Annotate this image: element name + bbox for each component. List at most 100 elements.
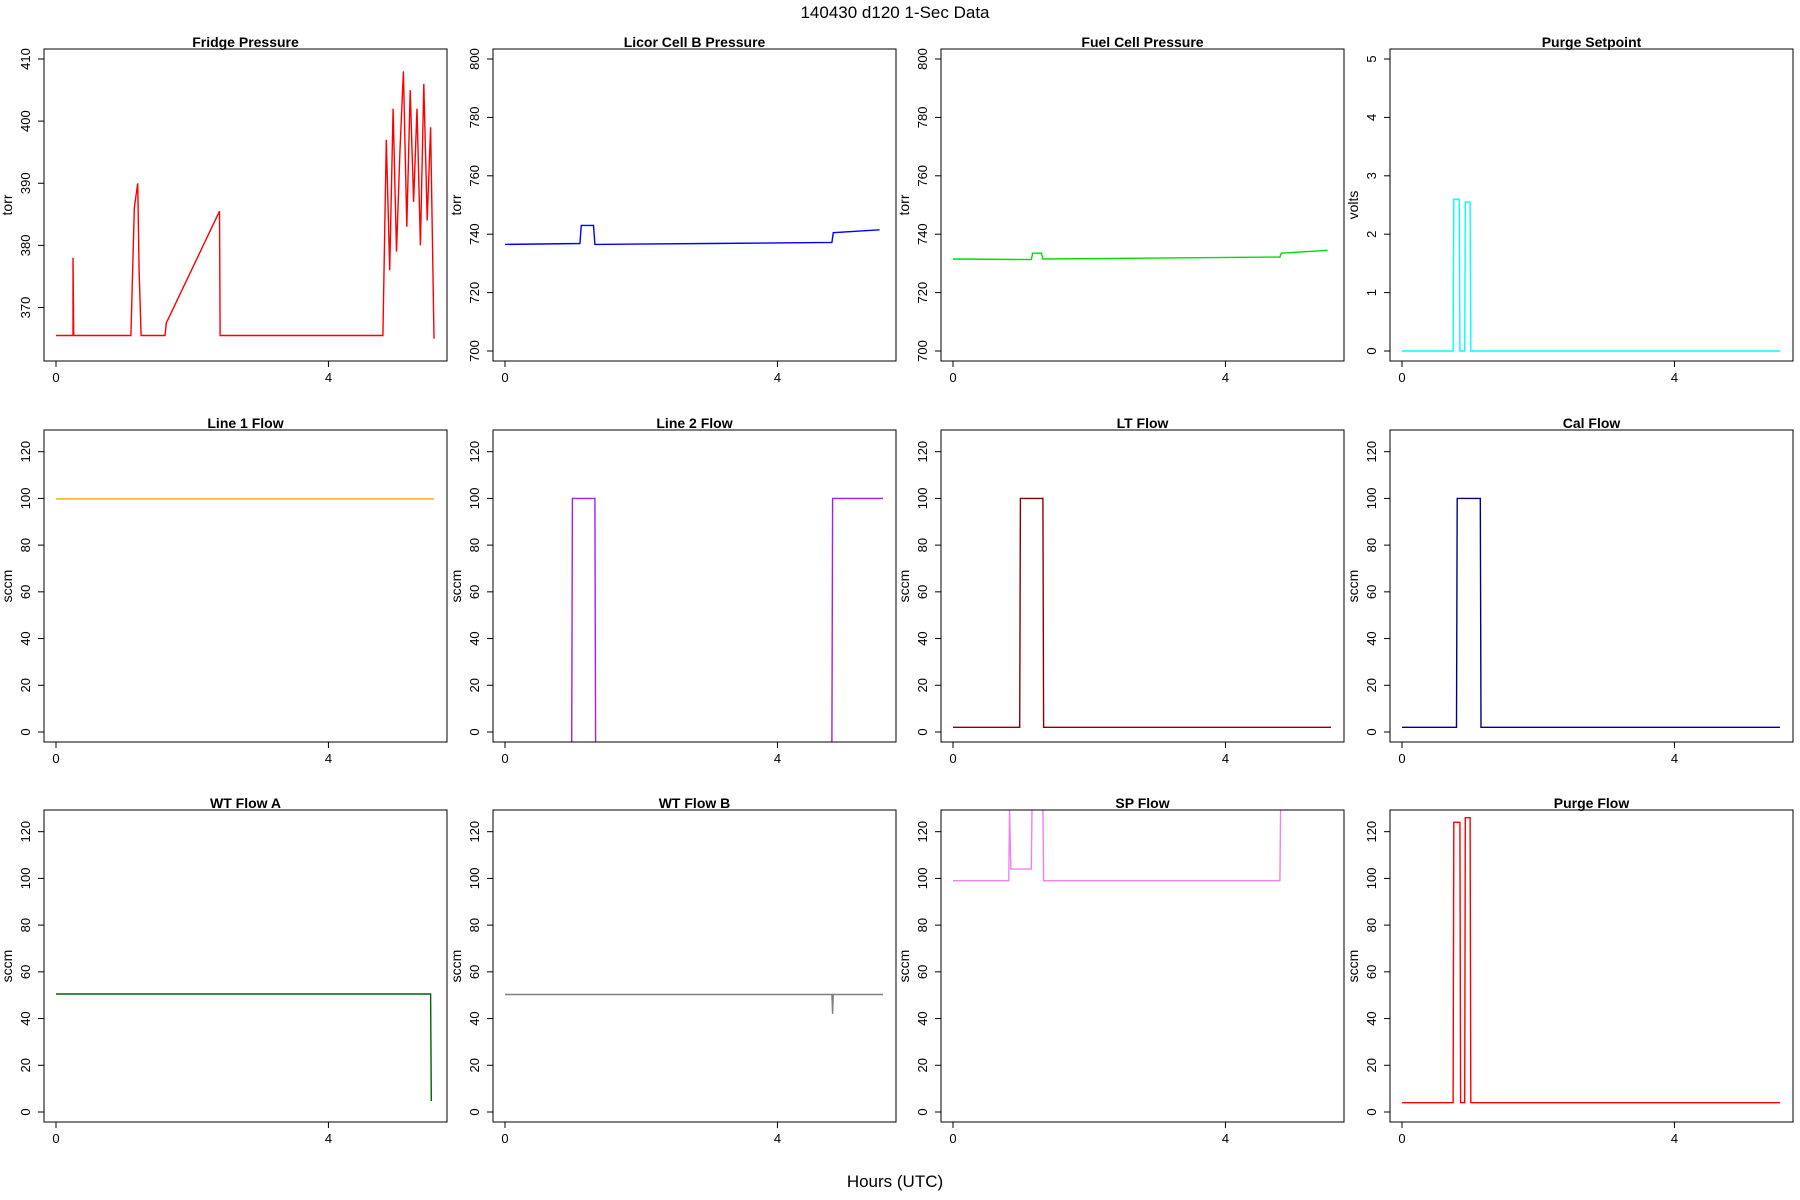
y-tick-label: 390 bbox=[18, 172, 33, 194]
y-axis-label: volts bbox=[1345, 191, 1361, 220]
y-tick-label: 40 bbox=[1364, 1011, 1379, 1025]
x-tick-label: 4 bbox=[774, 1131, 781, 1146]
y-tick-label: 120 bbox=[915, 821, 930, 843]
plot-frame bbox=[492, 809, 897, 1123]
y-tick-label: 780 bbox=[915, 107, 930, 129]
panel-fridge: Fridge Pressure torr 370 380 390 400 410 0 4 bbox=[0, 34, 448, 385]
panel-title: WT Flow A bbox=[210, 795, 281, 811]
y-tick-label: 100 bbox=[467, 868, 482, 890]
y-axis-label: sccm bbox=[1345, 950, 1361, 983]
y-tick-label: 120 bbox=[467, 821, 482, 843]
y-tick-label: 1 bbox=[1364, 289, 1379, 296]
panel-title: SP Flow bbox=[1115, 795, 1169, 811]
panel-licor: Licor Cell B Pressure torr 700 720 740 760 780… bbox=[448, 34, 897, 385]
plot-frame bbox=[940, 429, 1345, 743]
y-tick-label: 60 bbox=[467, 585, 482, 599]
y-tick-label: 20 bbox=[467, 1058, 482, 1072]
y-tick-label: 80 bbox=[18, 538, 33, 552]
x-tick-label: 0 bbox=[1398, 370, 1405, 385]
panel-title: Fuel Cell Pressure bbox=[1081, 34, 1203, 50]
x-tick-label: 0 bbox=[949, 1131, 956, 1146]
x-tick-label: 4 bbox=[1222, 1131, 1229, 1146]
x-tick-label: 0 bbox=[501, 751, 508, 766]
y-tick-label: 100 bbox=[467, 488, 482, 510]
y-tick-label: 80 bbox=[915, 918, 930, 932]
panel-ltflow: LT Flow sccm 0 20 40 60 80 100 120 0 4 bbox=[896, 415, 1345, 766]
panel-purgeset: Purge Setpoint volts 0 1 2 3 4 5 0 4 bbox=[1345, 34, 1794, 385]
panel-calflow: Cal Flow sccm 0 20 40 60 80 100 120 0 4 bbox=[1345, 415, 1794, 766]
series-line-wta bbox=[56, 993, 432, 1102]
panel-wta: WT Flow A sccm 0 20 40 60 80 100 120 0 4 bbox=[0, 795, 448, 1146]
x-tick-label: 4 bbox=[774, 751, 781, 766]
x-tick-label: 0 bbox=[949, 751, 956, 766]
y-axis-label: sccm bbox=[1345, 570, 1361, 603]
y-tick-label: 60 bbox=[467, 965, 482, 979]
x-tick-label: 0 bbox=[1398, 751, 1405, 766]
plot-frame bbox=[940, 48, 1345, 362]
y-tick-label: 370 bbox=[18, 297, 33, 319]
y-tick-label: 0 bbox=[1364, 1108, 1379, 1115]
x-tick-label: 0 bbox=[501, 1131, 508, 1146]
x-tick-label: 0 bbox=[501, 370, 508, 385]
y-tick-label: 740 bbox=[915, 223, 930, 245]
y-tick-label: 0 bbox=[915, 1108, 930, 1115]
x-tick-label: 0 bbox=[1398, 1131, 1405, 1146]
series-line-licor bbox=[504, 224, 880, 246]
y-tick-label: 120 bbox=[467, 441, 482, 463]
y-tick-label: 80 bbox=[18, 918, 33, 932]
series-line-fuelcell bbox=[952, 249, 1328, 261]
x-tick-label: 0 bbox=[949, 370, 956, 385]
figure-title: 140430 d120 1-Sec Data bbox=[800, 3, 990, 22]
y-tick-label: 3 bbox=[1364, 172, 1379, 179]
y-tick-label: 100 bbox=[1364, 868, 1379, 890]
y-tick-label: 80 bbox=[1364, 918, 1379, 932]
y-tick-label: 800 bbox=[915, 48, 930, 70]
y-tick-label: 0 bbox=[1364, 347, 1379, 354]
panel-title: Licor Cell B Pressure bbox=[624, 34, 766, 50]
series-line-line2 bbox=[571, 497, 883, 742]
x-tick-label: 0 bbox=[52, 370, 59, 385]
y-tick-label: 740 bbox=[467, 223, 482, 245]
panel-fuelcell: Fuel Cell Pressure torr 700 720 740 760 780 800… bbox=[896, 34, 1345, 385]
y-axis-label: torr bbox=[448, 194, 464, 215]
y-tick-label: 800 bbox=[467, 48, 482, 70]
panel-title: Line 1 Flow bbox=[207, 415, 283, 431]
y-axis-label: sccm bbox=[896, 950, 912, 983]
series-line-spflow bbox=[953, 810, 1282, 882]
x-tick-label: 0 bbox=[52, 1131, 59, 1146]
y-axis-label: sccm bbox=[0, 570, 15, 603]
y-tick-label: 0 bbox=[18, 728, 33, 735]
panel-title: LT Flow bbox=[1117, 415, 1169, 431]
x-tick-label: 4 bbox=[325, 370, 332, 385]
panel-title: WT Flow B bbox=[659, 795, 731, 811]
plot-frame bbox=[1389, 809, 1794, 1123]
x-tick-label: 4 bbox=[1222, 751, 1229, 766]
y-tick-label: 5 bbox=[1364, 55, 1379, 62]
x-tick-label: 4 bbox=[1671, 751, 1678, 766]
y-tick-label: 400 bbox=[18, 110, 33, 132]
x-tick-label: 4 bbox=[774, 370, 781, 385]
y-tick-label: 60 bbox=[1364, 585, 1379, 599]
x-tick-label: 4 bbox=[325, 1131, 332, 1146]
plot-frame bbox=[492, 48, 897, 362]
y-tick-label: 760 bbox=[915, 165, 930, 187]
y-tick-label: 100 bbox=[1364, 488, 1379, 510]
y-tick-label: 120 bbox=[1364, 821, 1379, 843]
y-tick-label: 120 bbox=[1364, 441, 1379, 463]
panel-title: Purge Flow bbox=[1554, 795, 1630, 811]
x-axis-label: Hours (UTC) bbox=[847, 1172, 943, 1191]
y-axis-label: sccm bbox=[448, 950, 464, 983]
y-axis-label: sccm bbox=[448, 570, 464, 603]
y-tick-label: 100 bbox=[18, 868, 33, 890]
y-tick-label: 60 bbox=[1364, 965, 1379, 979]
y-tick-label: 2 bbox=[1364, 231, 1379, 238]
series-line-ltflow bbox=[953, 497, 1331, 728]
y-axis-label: torr bbox=[896, 194, 912, 215]
x-tick-label: 4 bbox=[1222, 370, 1229, 385]
y-tick-label: 40 bbox=[467, 1011, 482, 1025]
y-tick-label: 20 bbox=[18, 1058, 33, 1072]
series-line-wtb bbox=[505, 993, 883, 1014]
plot-frame bbox=[492, 429, 897, 743]
